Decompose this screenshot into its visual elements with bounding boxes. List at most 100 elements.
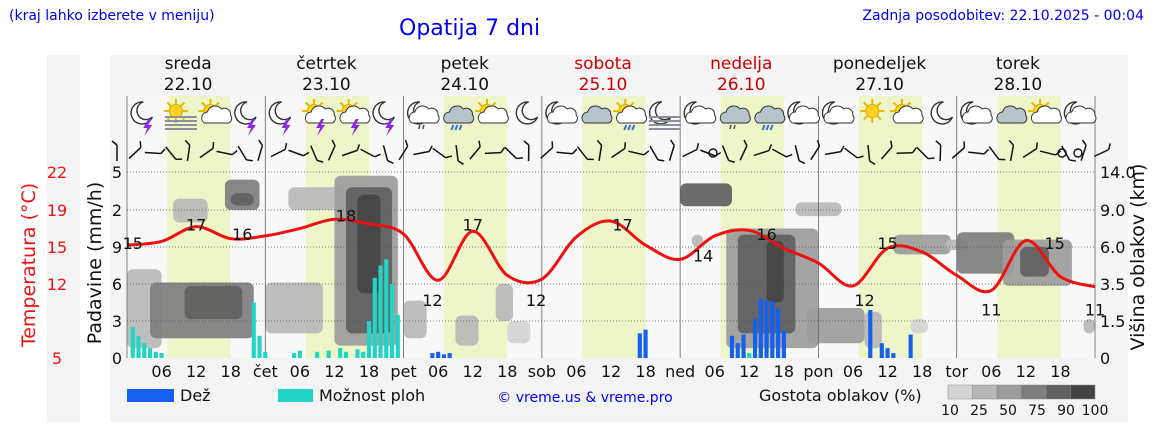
- rain-drop: [765, 124, 770, 131]
- wind-shaft: [739, 145, 748, 161]
- cloud-shape: [961, 105, 993, 124]
- wind-barb-icon: [771, 148, 793, 158]
- day-name: torek: [996, 54, 1040, 74]
- rain-drop: [458, 124, 463, 131]
- shower-bar: [747, 353, 752, 358]
- wind-shaft: [398, 145, 409, 161]
- wind-feather: [728, 159, 735, 163]
- wind-feather: [387, 160, 394, 164]
- rain-bar: [430, 353, 435, 358]
- cloud-shape: [616, 105, 648, 124]
- wind-feather: [160, 148, 166, 155]
- rain-bar: [643, 329, 648, 358]
- cloud-height-tick-label: 9.0: [1100, 201, 1125, 220]
- wind-barb-icon: [844, 147, 864, 159]
- cloud-shape: [443, 105, 475, 124]
- wind-shaft: [556, 151, 573, 155]
- wind-shaft: [611, 147, 626, 159]
- cloud-shape: [892, 105, 924, 124]
- wind-shaft: [668, 145, 675, 161]
- cloud-cell: [173, 198, 208, 223]
- day-date: 28.10: [994, 75, 1043, 95]
- cloud-height-tick-label: 1.5: [1100, 312, 1125, 331]
- wind-shaft: [165, 146, 177, 160]
- cloud-cell: [893, 234, 951, 255]
- wind-barb-icon: [1080, 139, 1087, 161]
- precipitation-tick-label: 3: [112, 312, 122, 331]
- moon-crescent: [930, 101, 954, 125]
- wind-feather: [998, 158, 1006, 161]
- lightning-bolt: [316, 119, 326, 136]
- shower-bar: [343, 351, 349, 358]
- wind-shaft: [794, 145, 800, 161]
- temperature-label: 15: [1044, 234, 1064, 253]
- rain-bar: [891, 353, 896, 358]
- wind-feather: [316, 159, 324, 163]
- moon-cloud-icon: [821, 101, 855, 125]
- left-panel: [47, 55, 80, 422]
- wind-shaft: [144, 151, 161, 155]
- wind-barb-icon: [916, 146, 935, 160]
- wind-shaft: [128, 146, 142, 160]
- wind-barb-icon: [596, 139, 603, 162]
- sun-disc: [168, 104, 183, 118]
- wind-barb-icon: [682, 143, 700, 158]
- sun-ray: [166, 101, 172, 107]
- wind-feather: [890, 140, 893, 148]
- moon-cloud-icon: [683, 101, 717, 125]
- wind-barb-icon: [753, 144, 772, 157]
- shower-bar: [263, 351, 268, 358]
- wind-barb-icon: [216, 150, 238, 156]
- shower-bar: [355, 349, 360, 358]
- wind-barb-icon: [556, 148, 578, 155]
- temperature-tick-label: 5: [52, 349, 62, 368]
- wind-barb-icon: [649, 145, 665, 162]
- wind-barb-icon: [794, 145, 806, 165]
- moon-crescent: [515, 101, 539, 125]
- hour-label: 06: [566, 362, 586, 381]
- hour-label: 18: [912, 362, 932, 381]
- rain-bar: [868, 309, 873, 358]
- wind-barb-icon: [611, 142, 627, 159]
- rain-drop: [761, 124, 766, 131]
- wind-feather: [1008, 139, 1014, 146]
- cloud-density-tick: 10: [941, 403, 959, 419]
- cloud-density-swatch: [1021, 384, 1047, 400]
- wind-shaft: [939, 144, 942, 162]
- calm-wind-icon: [1057, 148, 1067, 158]
- sun-ray: [1030, 101, 1036, 107]
- rain-bar: [752, 318, 758, 358]
- sun-icon: [860, 99, 885, 123]
- cloud-shape: [823, 105, 855, 124]
- location-menu-note[interactable]: (kraj lahko izberete v meniju): [9, 8, 215, 24]
- day-name: četrtek: [296, 54, 357, 74]
- temperature-tick-label: 12: [47, 275, 67, 294]
- page-title: Opatija 7 dni: [399, 16, 541, 41]
- rain-drop: [627, 124, 632, 131]
- precipitation-tick-label: 9: [112, 238, 122, 257]
- wind-barb-icon: [1022, 142, 1038, 158]
- hour-label: 18: [635, 362, 655, 381]
- day-date: 25.10: [579, 75, 628, 95]
- rain-bar: [436, 351, 441, 358]
- wind-shaft: [810, 145, 821, 161]
- wind-barb-icon: [576, 146, 594, 161]
- moon-thunder-icon: [268, 101, 292, 136]
- wind-barb-icon: [288, 149, 310, 157]
- shower-bar: [395, 314, 400, 358]
- wind-feather: [1035, 142, 1038, 149]
- moon-cloud-icon: [960, 101, 993, 125]
- last-update: Zadnja posodobitev: 22.10.2025 - 00:04: [862, 8, 1144, 24]
- moon-crescent: [648, 101, 672, 125]
- cloud-cell: [403, 300, 427, 339]
- wind-shaft: [598, 144, 603, 162]
- wind-feather: [963, 141, 966, 148]
- shower-bar: [153, 351, 158, 358]
- shower-bar: [366, 321, 372, 358]
- wind-barb-icon: [523, 140, 530, 162]
- wind-feather: [643, 150, 650, 156]
- shower-bar: [326, 350, 331, 358]
- cloud-height-tick-label: 14.0: [1100, 163, 1136, 182]
